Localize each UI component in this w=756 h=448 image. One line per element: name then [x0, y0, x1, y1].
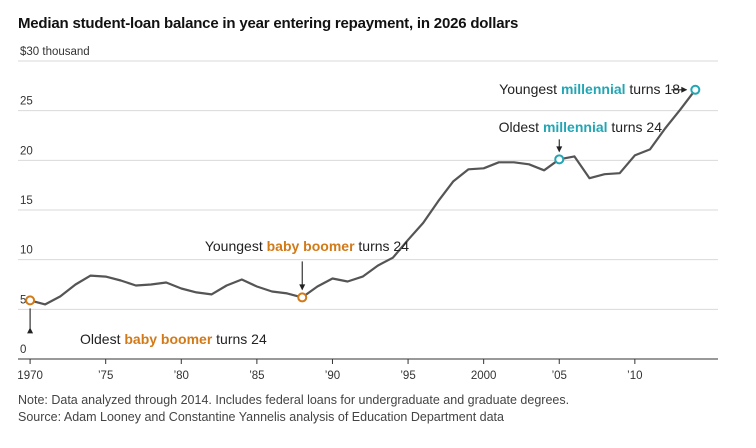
x-tick-label: ’10: [627, 370, 642, 382]
annotation-highlight: millennial: [561, 81, 626, 97]
data-point: [452, 180, 455, 183]
data-point: [119, 279, 122, 282]
x-tick-label: 1970: [17, 370, 43, 382]
data-point: [346, 280, 349, 283]
data-point: [286, 292, 289, 295]
data-point: [361, 275, 364, 278]
annotation-boomer: Oldest baby boomer turns 24: [25, 295, 267, 347]
y-tick-label: 20: [20, 145, 33, 157]
annotation-marker: [554, 154, 565, 165]
y-tick-label: 10: [20, 245, 33, 257]
data-point: [543, 169, 546, 172]
data-point: [270, 290, 273, 293]
annotation-marker: [25, 295, 36, 306]
annotation-arrowhead: [27, 327, 34, 334]
gridlines: [18, 60, 718, 310]
annotation-text: turns 18: [626, 81, 681, 97]
x-tick-label: ’90: [325, 370, 340, 382]
annotation-text: Youngest: [499, 81, 561, 97]
x-tick-label: ’85: [249, 370, 264, 382]
annotation-boomer: Youngest baby boomer turns 24: [205, 238, 409, 303]
x-tick-label: ’80: [174, 370, 189, 382]
annotation-highlight: baby boomer: [267, 238, 355, 254]
annotation-text: Oldest: [499, 119, 543, 135]
annotation-text: turns 24: [212, 331, 267, 347]
annotation-label: Oldest millennial turns 24: [499, 119, 663, 135]
x-axis-ticks: 1970 ’75 ’80 ’85 ’90 ’95 2000 ’05 ’10: [17, 359, 643, 382]
data-point: [573, 155, 576, 158]
annotation-arrowhead: [681, 86, 688, 93]
annotation-arrowhead: [299, 284, 306, 291]
data-point: [165, 281, 168, 284]
x-tick-label: ’05: [552, 370, 567, 382]
annotation-label: Oldest baby boomer turns 24: [80, 331, 267, 347]
data-point: [679, 108, 682, 111]
data-point: [482, 167, 485, 170]
data-point: [74, 283, 77, 286]
annotation-label: Youngest baby boomer turns 24: [205, 238, 409, 254]
data-point: [512, 161, 515, 164]
data-point: [195, 291, 198, 294]
data-point: [316, 285, 319, 288]
data-point: [633, 154, 636, 157]
data-point: [422, 221, 425, 224]
annotation-arrowhead: [556, 146, 563, 153]
data-point: [467, 168, 470, 171]
data-point: [618, 172, 621, 175]
chart-title: Median student-loan balance in year ente…: [18, 15, 519, 32]
y-tick-label: $30 thousand: [20, 46, 90, 58]
data-point: [59, 295, 62, 298]
data-point: [225, 284, 228, 287]
x-tick-label: ’75: [98, 370, 113, 382]
data-point: [240, 278, 243, 281]
y-tick-label: 15: [20, 195, 33, 207]
data-point: [437, 200, 440, 203]
y-axis-tick-labels: $30 thousand 25 20 15 10 5 0: [20, 46, 90, 356]
data-point: [391, 256, 394, 259]
annotation-highlight: baby boomer: [124, 331, 212, 347]
data-point: [44, 303, 47, 306]
data-point: [255, 285, 258, 288]
data-point: [376, 264, 379, 267]
y-tick-label: 5: [20, 294, 26, 306]
notes: Note: Data analyzed through 2014. Includ…: [18, 392, 569, 426]
data-point: [180, 287, 183, 290]
data-point: [134, 284, 137, 287]
series-line: [29, 88, 697, 306]
data-point: [150, 283, 153, 286]
annotation-marker: [690, 84, 701, 95]
annotation-text: turns 24: [355, 238, 410, 254]
source-text: Source: Adam Looney and Constantine Yann…: [18, 410, 504, 424]
data-point: [331, 277, 334, 280]
data-point: [210, 293, 213, 296]
annotation-text: Oldest: [80, 331, 124, 347]
annotation-millennial: Oldest millennial turns 24: [499, 119, 663, 165]
annotation-marker: [297, 292, 308, 303]
data-point: [648, 148, 651, 151]
annotation-text: turns 24: [608, 119, 663, 135]
data-point: [588, 177, 591, 180]
data-point: [603, 173, 606, 176]
data-point: [664, 127, 667, 130]
data-point: [104, 275, 107, 278]
annotation-text: Youngest: [205, 238, 267, 254]
annotation-millennial: Youngest millennial turns 18: [499, 81, 701, 97]
data-point: [89, 274, 92, 277]
x-tick-label: 2000: [471, 370, 497, 382]
data-point: [497, 161, 500, 164]
y-tick-label: 0: [20, 344, 26, 356]
data-point: [528, 163, 531, 166]
annotation-label: Youngest millennial turns 18: [499, 81, 680, 97]
x-tick-label: ’95: [400, 370, 415, 382]
y-tick-label: 25: [20, 96, 33, 108]
note-text: Note: Data analyzed through 2014. Includ…: [18, 393, 570, 407]
annotation-highlight: millennial: [543, 119, 608, 135]
